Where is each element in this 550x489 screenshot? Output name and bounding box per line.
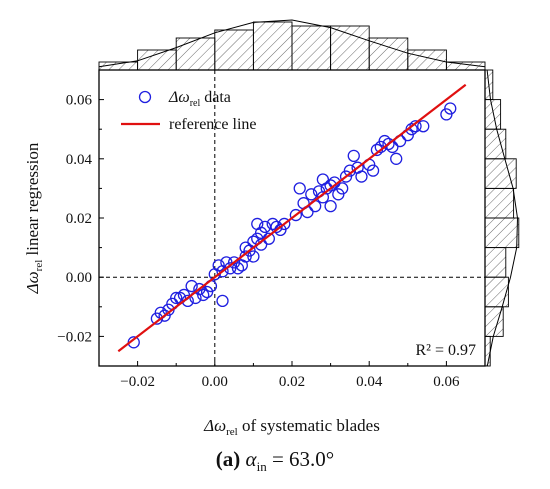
top-histogram-bar: [252, 21, 293, 71]
right-histogram-bar: [484, 335, 491, 367]
r-squared-label: R² = 0.97: [416, 342, 477, 359]
right-histogram-bar: [484, 276, 509, 308]
x-axis-title: Δωrel of systematic blades: [203, 416, 380, 438]
x-tick-label: 0.06: [433, 374, 460, 390]
top-histogram-bar: [175, 37, 216, 71]
y-axis-title: Δωrel linear regression: [23, 142, 45, 294]
y-axis-symbol: Δω: [23, 271, 42, 294]
figure-caption: (a) αin = 63.0°: [0, 447, 550, 475]
data-point: [382, 137, 395, 151]
data-point: [355, 170, 368, 183]
top-histogram-bar: [330, 25, 370, 71]
y-tick-label: 0.04: [66, 152, 93, 168]
legend-data-symbol: Δω: [168, 89, 190, 106]
x-tick-label: 0.02: [279, 374, 305, 390]
y-tick-label: −0.02: [57, 329, 92, 345]
right-density-curve: [486, 69, 519, 367]
legend-point-marker: [138, 90, 152, 104]
legend-line-label: reference line: [169, 116, 256, 133]
top-histogram: [98, 19, 486, 71]
legend: Δωrel data reference line: [121, 89, 256, 133]
reference-line-path: [117, 83, 467, 353]
data-point: [231, 262, 245, 275]
right-histogram-bar: [484, 158, 517, 189]
top-histogram-bar: [137, 49, 177, 71]
x-tick-label: 0.00: [202, 374, 228, 390]
x-axis-rest: of systematic blades: [238, 416, 380, 435]
right-histogram-bar: [484, 128, 507, 160]
y-axis-rest: linear regression: [23, 142, 42, 260]
data-point: [366, 164, 380, 177]
scatter-plot: −0.02 0.00 0.02 0.04 0.06 −0.02 0.00 0.02 0.04 0.…: [57, 69, 486, 390]
data-point: [185, 279, 198, 293]
x-tick-label: −0.02: [120, 374, 155, 390]
caption-value: = 63.0°: [266, 447, 335, 471]
data-point: [216, 294, 229, 308]
right-histogram-bar: [484, 217, 520, 249]
zero-crosshair: [99, 70, 485, 366]
y-tick-label: 0.00: [66, 270, 92, 286]
right-histogram-bar: [484, 247, 507, 278]
data-point: [324, 200, 337, 213]
data-point: [197, 288, 210, 302]
data-point: [390, 152, 403, 165]
data-point: [417, 120, 430, 133]
x-axis-symbol: Δω: [203, 416, 226, 435]
right-histogram-bar: [484, 187, 515, 219]
data-point: [305, 188, 318, 201]
data-point: [289, 208, 303, 222]
data-point: [293, 182, 306, 195]
top-histogram-bar: [291, 25, 332, 71]
data-point: [336, 182, 349, 195]
caption-label: (a): [215, 447, 241, 471]
top-density-curve: [98, 19, 486, 68]
caption-symbol: α: [245, 447, 257, 471]
caption-subscript: in: [256, 459, 267, 475]
right-histogram: [484, 69, 520, 367]
y-axis-subscript: rel: [33, 260, 45, 272]
reference-line: [117, 83, 467, 353]
data-point: [278, 217, 291, 231]
x-axis-subscript: rel: [226, 426, 238, 438]
y-tick-label: 0.06: [66, 93, 93, 109]
y-tick-label: 0.02: [66, 211, 92, 227]
data-point: [347, 149, 360, 162]
data-point: [444, 102, 457, 115]
x-tick-label: 0.04: [356, 374, 383, 390]
legend-data-rest: data: [200, 89, 231, 106]
data-point: [247, 250, 260, 263]
legend-data-subscript: rel: [190, 98, 201, 109]
top-histogram-bar: [407, 49, 447, 71]
axis-ticks: −0.02 0.00 0.02 0.04 0.06 −0.02 0.00 0.02 0.04 0.…: [57, 69, 486, 390]
data-point: [170, 291, 183, 305]
right-histogram-bar: [484, 99, 502, 130]
top-histogram-bar: [214, 29, 254, 71]
legend-data-label: Δωrel data: [168, 89, 231, 109]
